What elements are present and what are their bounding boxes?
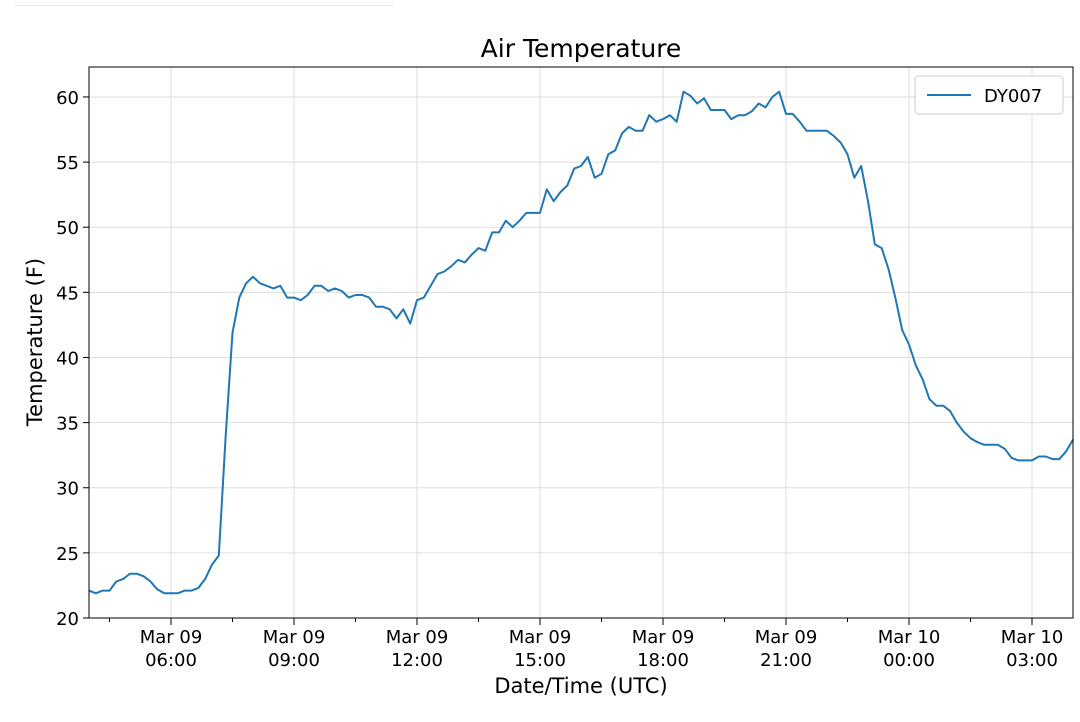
legend-label-dy007: DY007 (984, 86, 1042, 107)
x-tick-label-date: Mar 09 (755, 627, 818, 648)
legend: DY007 (914, 75, 1064, 115)
x-tick-label-time: 21:00 (760, 650, 812, 671)
y-tick-label: 50 (56, 218, 79, 239)
x-tick-label-date: Mar 09 (386, 627, 449, 648)
x-tick-label-time: 03:00 (1006, 650, 1058, 671)
x-tick-label-date: Mar 09 (509, 627, 572, 648)
x-tick-label-date: Mar 10 (1001, 627, 1064, 648)
y-axis-label: Temperature (F) (23, 258, 47, 427)
plot-frame (88, 66, 1074, 619)
y-tick-label: 25 (56, 544, 79, 565)
grid-layer (89, 67, 1073, 619)
y-tick-label: 45 (56, 283, 79, 304)
y-tick-label: 55 (56, 153, 79, 174)
x-tick-label-time: 00:00 (883, 650, 935, 671)
series-layer (88, 90, 1074, 595)
x-tick-label-date: Mar 09 (140, 627, 203, 648)
series-line-dy007 (88, 90, 1074, 595)
x-tick-label-date: Mar 10 (878, 627, 941, 648)
legend-box (914, 75, 1064, 115)
top-divider (14, 5, 394, 6)
y-tick-label: 60 (56, 88, 79, 109)
y-tick-label: 30 (56, 479, 79, 500)
y-tick-label: 20 (56, 609, 79, 630)
x-tick-label-date: Mar 09 (263, 627, 326, 648)
chart-title: Air Temperature (481, 34, 682, 63)
x-axis-label: Date/Time (UTC) (494, 674, 667, 698)
y-tick-label: 40 (56, 348, 79, 369)
x-tick-label-time: 15:00 (514, 650, 566, 671)
x-tick-label-time: 06:00 (145, 650, 197, 671)
x-tick-label-time: 09:00 (268, 650, 320, 671)
x-tick-label-time: 18:00 (637, 650, 689, 671)
x-tick-label-date: Mar 09 (632, 627, 695, 648)
x-tick-label-time: 12:00 (391, 650, 443, 671)
y-tick-label: 35 (56, 414, 79, 435)
